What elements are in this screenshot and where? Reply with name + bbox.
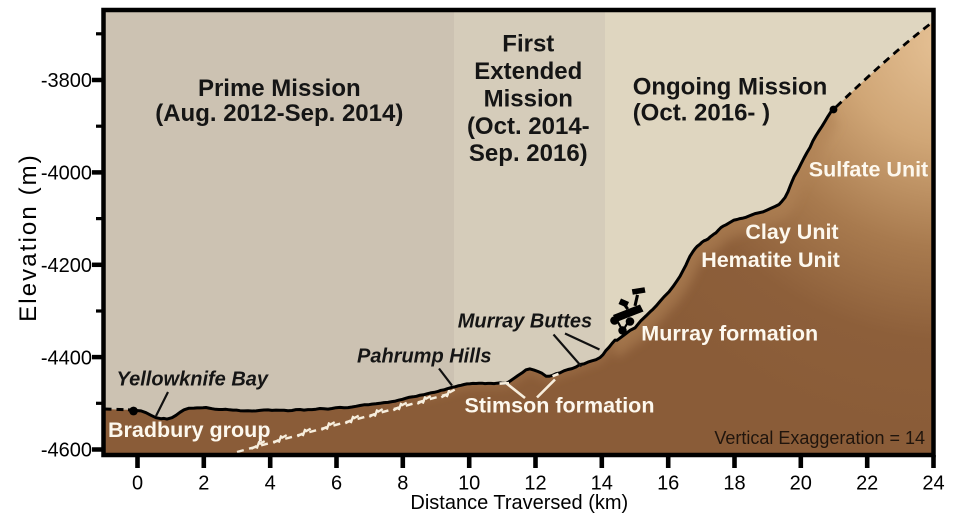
- svg-text:Hematite Unit: Hematite Unit: [701, 248, 840, 272]
- svg-text:6: 6: [331, 473, 342, 495]
- svg-text:Murray formation: Murray formation: [641, 322, 818, 346]
- svg-text:22: 22: [856, 473, 878, 495]
- svg-text:Murray Buttes: Murray Buttes: [458, 310, 592, 332]
- svg-text:4: 4: [265, 473, 276, 495]
- svg-text:Extended: Extended: [474, 58, 582, 85]
- svg-text:Stimson formation: Stimson formation: [465, 394, 655, 418]
- svg-text:18: 18: [723, 473, 745, 495]
- svg-text:12: 12: [524, 473, 546, 495]
- svg-text:Prime Mission: Prime Mission: [198, 75, 361, 102]
- svg-text:Sep. 2016): Sep. 2016): [469, 140, 588, 167]
- svg-text:-4400: -4400: [41, 347, 92, 369]
- svg-text:20: 20: [790, 473, 812, 495]
- svg-text:Vertical Exaggeration = 14: Vertical Exaggeration = 14: [714, 428, 925, 448]
- svg-text:-3800: -3800: [41, 70, 92, 92]
- svg-text:Elevation (m): Elevation (m): [15, 153, 42, 322]
- svg-text:Clay Unit: Clay Unit: [745, 220, 838, 244]
- svg-text:16: 16: [657, 473, 679, 495]
- svg-text:Yellowknife Bay: Yellowknife Bay: [117, 369, 269, 391]
- svg-text:Mission: Mission: [484, 86, 573, 113]
- svg-text:Sulfate Unit: Sulfate Unit: [809, 158, 928, 182]
- svg-text:Pahrump Hills: Pahrump Hills: [357, 346, 491, 368]
- svg-text:Distance Traversed (km): Distance Traversed (km): [410, 492, 628, 514]
- svg-text:24: 24: [922, 473, 944, 495]
- svg-text:2: 2: [198, 473, 209, 495]
- svg-text:First: First: [502, 31, 554, 58]
- svg-text:Ongoing Mission: Ongoing Mission: [633, 74, 828, 101]
- svg-text:-4200: -4200: [41, 255, 92, 277]
- svg-text:(Oct. 2014-: (Oct. 2014-: [467, 113, 590, 140]
- svg-text:-4600: -4600: [41, 440, 92, 462]
- svg-text:Bradbury group: Bradbury group: [108, 418, 270, 442]
- svg-text:8: 8: [397, 473, 408, 495]
- svg-text:10: 10: [458, 473, 480, 495]
- svg-text:(Oct. 2016- ): (Oct. 2016- ): [633, 100, 770, 127]
- svg-text:0: 0: [132, 473, 143, 495]
- svg-text:(Aug. 2012-Sep. 2014): (Aug. 2012-Sep. 2014): [155, 100, 403, 127]
- svg-text:14: 14: [591, 473, 613, 495]
- svg-text:-4000: -4000: [41, 163, 92, 185]
